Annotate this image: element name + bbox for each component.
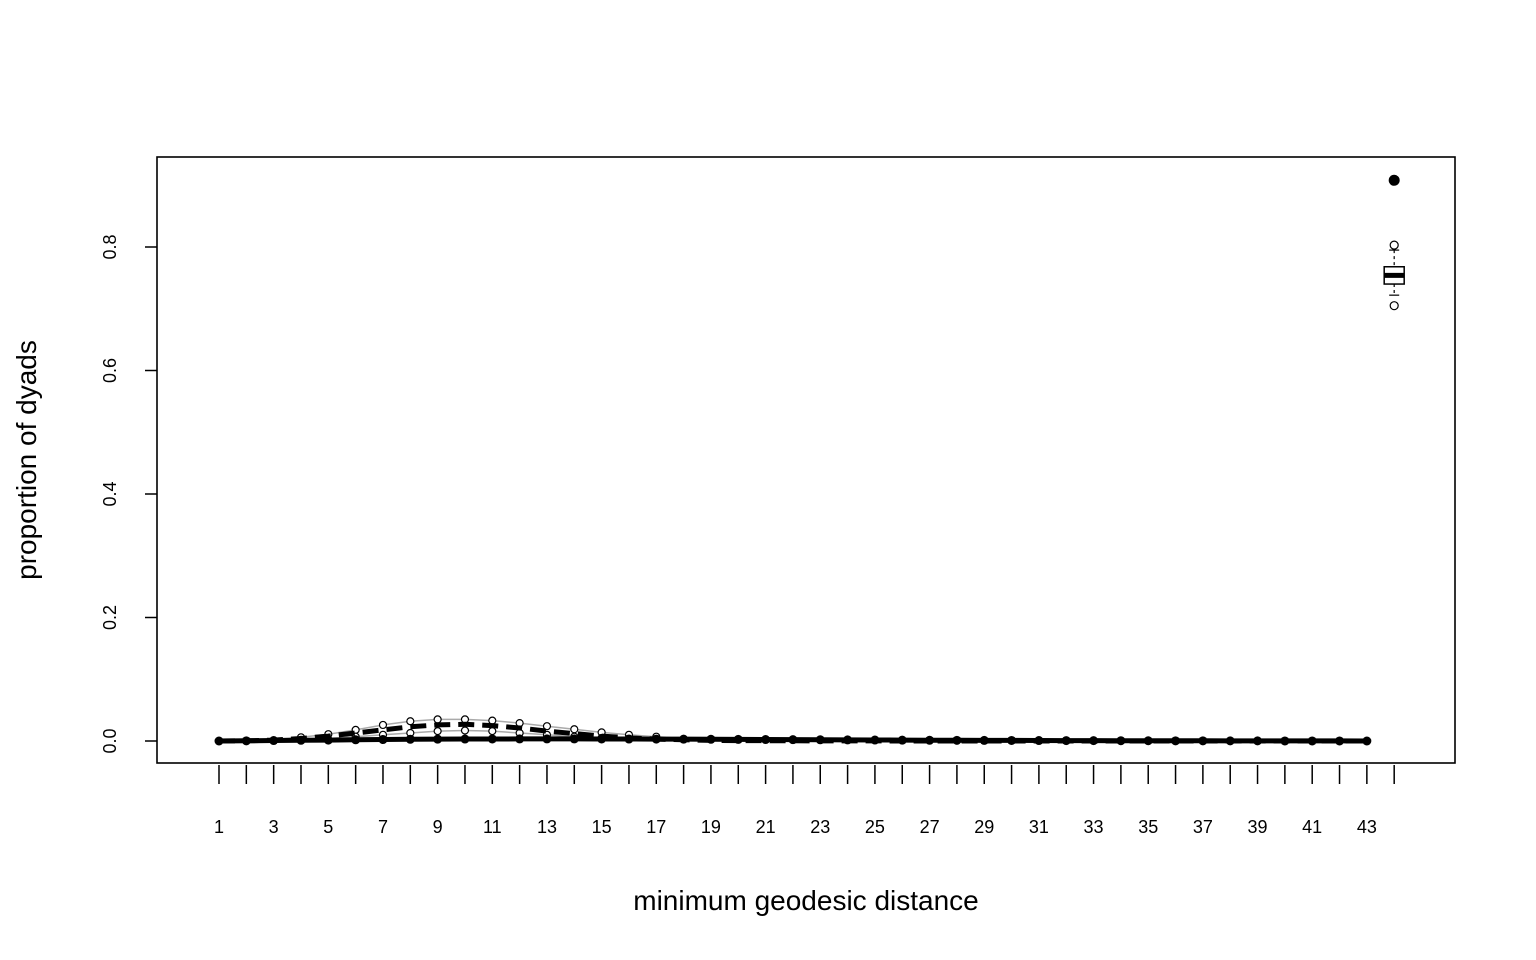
x-tick-label: 11 bbox=[483, 817, 502, 837]
x-tick-label: 1 bbox=[214, 817, 224, 837]
y-tick-label: 0.8 bbox=[100, 234, 120, 259]
observed-point bbox=[843, 735, 853, 745]
observed-point bbox=[214, 736, 224, 746]
observed-point bbox=[897, 735, 907, 745]
observed-point bbox=[351, 735, 361, 745]
observed-point bbox=[460, 734, 470, 744]
observed-point bbox=[679, 734, 689, 744]
observed-point bbox=[1007, 735, 1017, 745]
simulated-outlier-point bbox=[406, 717, 415, 726]
observed-point bbox=[788, 735, 798, 745]
y-tick-label: 0.0 bbox=[100, 728, 120, 753]
observed-point bbox=[1307, 736, 1317, 746]
observed-point bbox=[1253, 736, 1263, 746]
observed-point bbox=[733, 734, 743, 744]
observed-point bbox=[515, 734, 525, 744]
observed-point bbox=[1061, 736, 1071, 746]
x-axis: 1 3 5 7 9 11 13 15 17 19 21 23 25 27 29 31 33 35 37 39 41 43 bbox=[214, 765, 1395, 837]
x-tick-label: 29 bbox=[974, 817, 994, 837]
observed-point bbox=[1225, 736, 1235, 746]
x-tick-label: 39 bbox=[1248, 817, 1268, 837]
inf-outlier-point bbox=[1389, 240, 1399, 250]
inf-observed-point bbox=[1388, 174, 1400, 186]
x-tick-label: 19 bbox=[701, 817, 721, 837]
simulated-outlier-point bbox=[433, 715, 442, 724]
x-tick-label: 3 bbox=[269, 817, 279, 837]
observed-point bbox=[979, 735, 989, 745]
observed-point bbox=[1335, 736, 1345, 746]
x-tick-label: 15 bbox=[592, 817, 612, 837]
x-tick-label: 41 bbox=[1302, 817, 1322, 837]
observed-point bbox=[870, 735, 880, 745]
observed-point bbox=[405, 734, 415, 744]
x-tick-label: 21 bbox=[756, 817, 776, 837]
observed-point bbox=[1171, 736, 1181, 746]
chart-marks bbox=[214, 174, 1405, 746]
x-tick-label: 17 bbox=[646, 817, 666, 837]
observed-point bbox=[542, 734, 552, 744]
simulated-outlier-point bbox=[460, 726, 470, 735]
x-tick-label: 25 bbox=[865, 817, 885, 837]
simulated-outlier-point bbox=[542, 722, 552, 731]
x-tick-label: 7 bbox=[378, 817, 388, 837]
x-tick-label: 5 bbox=[323, 817, 333, 837]
observed-point bbox=[433, 734, 443, 744]
x-tick-label: 27 bbox=[920, 817, 940, 837]
plot-frame bbox=[156, 156, 1456, 764]
inf-outlier-point bbox=[1389, 301, 1399, 311]
y-axis: 0.0 0.2 0.4 0.6 0.8 bbox=[100, 234, 157, 754]
observed-point bbox=[815, 735, 825, 745]
x-tick-label: 33 bbox=[1084, 817, 1104, 837]
observed-point bbox=[1198, 736, 1208, 746]
x-tick-label: 9 bbox=[433, 817, 443, 837]
x-tick-label: 37 bbox=[1193, 817, 1213, 837]
observed-point bbox=[296, 735, 306, 745]
y-tick-label: 0.6 bbox=[100, 358, 120, 383]
observed-point bbox=[706, 734, 716, 744]
y-tick-label: 0.2 bbox=[100, 605, 120, 630]
y-tick-label: 0.4 bbox=[100, 481, 120, 506]
observed-point bbox=[1089, 736, 1099, 746]
simulated-outlier-point bbox=[433, 727, 442, 736]
observed-point bbox=[241, 736, 251, 746]
x-axis-title: minimum geodesic distance bbox=[633, 885, 979, 916]
x-tick-label: 13 bbox=[537, 817, 557, 837]
y-axis-title: proportion of dyads bbox=[11, 340, 42, 580]
simulated-outlier-point bbox=[378, 720, 388, 730]
observed-point bbox=[651, 734, 661, 744]
simulated-outlier-point bbox=[488, 727, 497, 736]
observed-point bbox=[952, 735, 962, 745]
observed-point bbox=[378, 735, 388, 745]
observed-point bbox=[597, 734, 607, 744]
x-tick-label: 23 bbox=[810, 817, 830, 837]
observed-point bbox=[1034, 736, 1044, 746]
observed-point bbox=[1143, 736, 1153, 746]
observed-point bbox=[569, 734, 579, 744]
observed-point bbox=[487, 734, 497, 744]
observed-point bbox=[323, 735, 333, 745]
observed-point bbox=[1280, 736, 1290, 746]
x-tick-label: 31 bbox=[1029, 817, 1049, 837]
observed-point bbox=[1116, 736, 1126, 746]
x-tick-label: 43 bbox=[1357, 817, 1377, 837]
observed-point bbox=[1362, 736, 1372, 746]
observed-point bbox=[925, 735, 935, 745]
observed-point bbox=[761, 735, 771, 745]
x-tick-label: 35 bbox=[1138, 817, 1158, 837]
simulated-outlier-point bbox=[570, 725, 579, 734]
observed-point bbox=[269, 736, 279, 746]
observed-point bbox=[624, 734, 634, 744]
